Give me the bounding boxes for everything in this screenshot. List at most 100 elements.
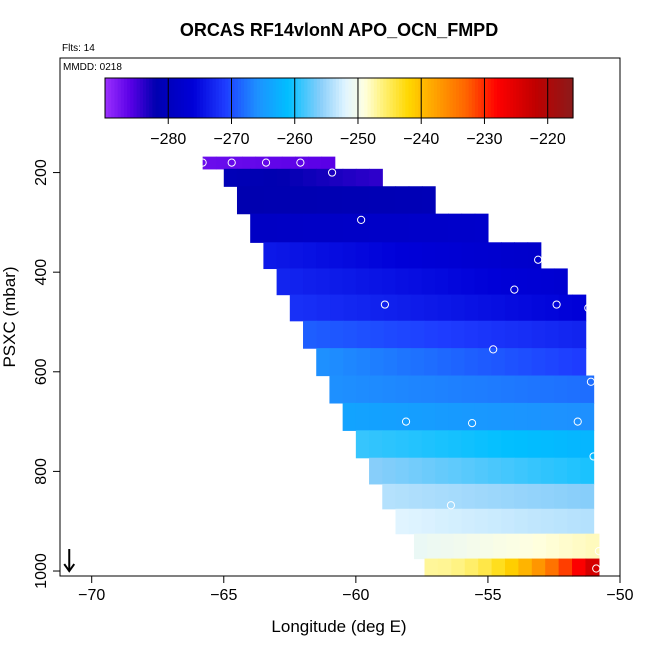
heatmap-cell: [408, 375, 423, 404]
heatmap-cell: [527, 402, 542, 431]
colorbar-swatch: [525, 78, 530, 118]
heatmap-cell: [316, 348, 331, 377]
colorbar-swatch: [339, 78, 343, 118]
heatmap-cell: [487, 457, 502, 485]
heatmap-cell: [487, 242, 502, 270]
colorbar-swatch: [380, 78, 384, 118]
colorbar-swatch: [253, 78, 258, 118]
chart-title: ORCAS RF14vlonN APO_OCN_FMPD: [180, 20, 498, 40]
heatmap-cell: [545, 558, 560, 577]
heatmap-cell: [448, 430, 463, 459]
heatmap-cell: [580, 375, 595, 404]
heatmap-cell: [504, 320, 519, 349]
flights-label: Flts: 14: [62, 43, 95, 54]
heatmap-cell: [369, 430, 383, 459]
heatmap-cell: [448, 242, 463, 270]
colorbar-swatch: [297, 78, 302, 118]
heatmap-cell: [474, 268, 489, 296]
heatmap-cell: [435, 402, 449, 431]
colorbar-swatch: [468, 78, 473, 118]
colorbar-swatch: [266, 78, 271, 118]
colorbar-swatch: [256, 78, 261, 118]
heatmap-cell: [408, 186, 423, 215]
heatmap-cell: [572, 558, 587, 577]
heatmap-cell: [395, 213, 410, 243]
heatmap-cell: [474, 402, 489, 431]
heatmap-cell: [464, 320, 479, 349]
heatmap-cell: [342, 242, 357, 270]
heatmap-cell: [514, 483, 529, 510]
heatmap-cell: [437, 294, 452, 322]
heatmap-cell: [342, 402, 357, 431]
heatmap-cell: [289, 168, 304, 187]
heatmap-cell: [369, 213, 383, 243]
heatmap-cell: [329, 375, 344, 404]
heatmap-cell: [383, 348, 398, 377]
heatmap-cell: [451, 294, 466, 322]
heatmap-cell: [487, 375, 502, 404]
colorbar-swatch: [392, 78, 397, 118]
heatmap-cell: [531, 348, 546, 377]
heatmap-cell: [263, 168, 278, 187]
heatmap-cell: [408, 242, 423, 270]
heatmap-cell: [580, 508, 595, 535]
heatmap-cell: [303, 320, 318, 349]
heatmap-cell: [369, 457, 383, 485]
arrow-marker: [63, 549, 76, 573]
heatmap-cell: [461, 375, 476, 404]
observation-point: [227, 158, 236, 167]
heatmap-cell: [464, 558, 479, 577]
x-tick-label: −50: [606, 587, 633, 604]
colorbar-swatch: [215, 78, 220, 118]
observation-point: [489, 345, 498, 354]
heatmap-cell: [474, 483, 489, 510]
heatmap-cell: [514, 268, 529, 296]
heatmap-cell: [316, 168, 331, 187]
y-tick-label: 200: [33, 159, 50, 186]
y-axis-label: PSXC (mbar): [0, 266, 19, 367]
colorbar-swatch: [348, 78, 353, 118]
colorbar-swatch: [408, 78, 413, 118]
heatmap-cell: [491, 320, 506, 349]
colorbar-swatch: [373, 78, 378, 118]
heatmap-cell: [303, 268, 317, 296]
colorbar-swatch: [146, 78, 150, 118]
heatmap-cell: [395, 242, 410, 270]
heatmap-cell: [308, 156, 323, 170]
heatmap-cell: [329, 268, 344, 296]
heatmap-cell: [303, 168, 317, 187]
heatmap-cell: [382, 242, 397, 270]
heatmap-cell: [491, 294, 506, 322]
colorbar-swatch: [503, 78, 508, 118]
colorbar-swatch: [108, 78, 112, 118]
colorbar-swatch: [424, 78, 429, 118]
heatmap-cell: [527, 508, 542, 535]
heatmap-cell: [397, 294, 412, 322]
colorbar-swatch: [136, 78, 141, 118]
heatmap-cell: [289, 294, 304, 322]
heatmap-cell: [316, 213, 331, 243]
heatmap-cell: [453, 533, 468, 560]
heatmap-cell: [501, 508, 515, 535]
colorbar-swatch: [351, 78, 356, 118]
colorbar-swatch: [361, 78, 365, 118]
heatmap-cell: [567, 508, 581, 535]
heatmap-cell: [567, 375, 581, 404]
observation-point: [327, 168, 337, 177]
heatmap-cell: [421, 268, 436, 296]
heatmap-cell: [370, 320, 385, 349]
heatmap-cell: [410, 294, 425, 322]
observation-point: [467, 418, 477, 428]
y-tick-label: 800: [33, 458, 50, 485]
heatmap-cell: [421, 483, 436, 510]
heatmap-cell: [518, 558, 533, 577]
heatmap-cell: [263, 213, 278, 243]
heatmap-cell: [268, 156, 283, 170]
heatmap-cell: [342, 168, 357, 187]
heatmap-cell: [382, 457, 397, 485]
colorbar-swatch: [329, 78, 334, 118]
colorbar-swatch: [474, 78, 479, 118]
colorbar-swatch: [541, 78, 546, 118]
colorbar-swatch: [490, 78, 495, 118]
heatmap-cell: [466, 533, 481, 560]
